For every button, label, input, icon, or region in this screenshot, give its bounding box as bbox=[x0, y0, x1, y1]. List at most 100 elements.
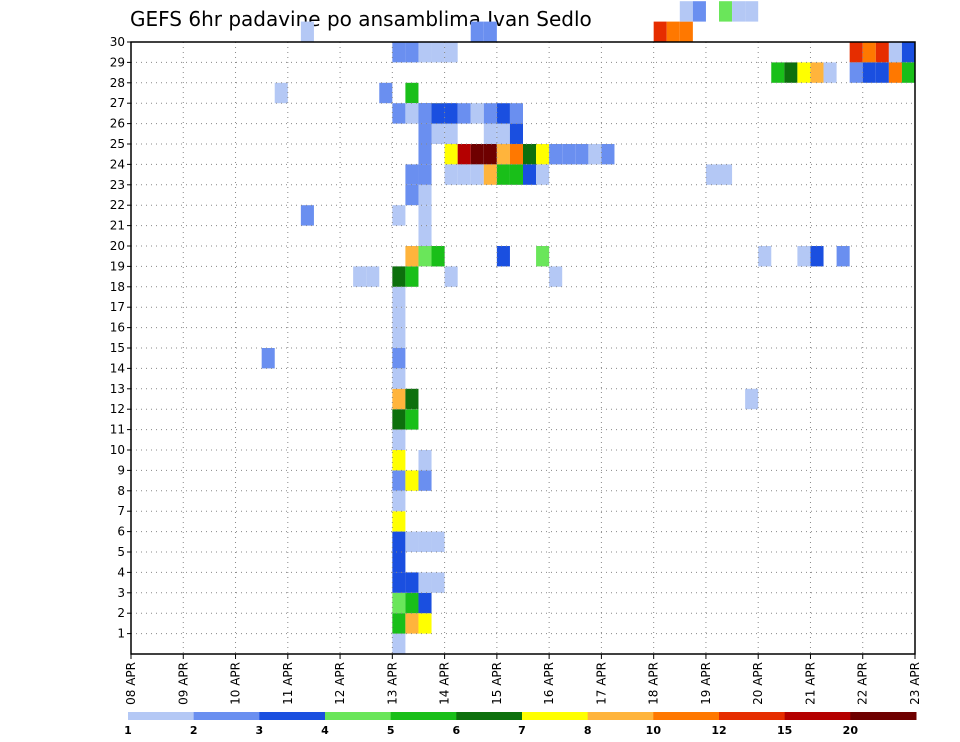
heatmap-cell bbox=[483, 123, 497, 144]
colorbar-label: 8 bbox=[584, 724, 592, 737]
heatmap-cell bbox=[901, 62, 915, 83]
x-tick-label: 13 APR bbox=[385, 662, 399, 705]
y-tick-label: 30 bbox=[110, 35, 125, 49]
y-tick-label: 21 bbox=[110, 219, 125, 233]
heatmap-cell bbox=[823, 62, 837, 83]
heatmap-cell bbox=[418, 144, 432, 165]
heatmap-cell bbox=[418, 123, 432, 144]
heatmap-cell bbox=[392, 42, 406, 63]
y-tick-label: 22 bbox=[110, 198, 125, 212]
heatmap-cell bbox=[797, 246, 811, 267]
x-tick-label: 19 APR bbox=[699, 662, 713, 705]
heatmap-cell bbox=[784, 62, 798, 83]
heatmap-cell bbox=[509, 103, 523, 124]
heatmap-cell bbox=[379, 82, 393, 104]
heatmap-cell bbox=[810, 246, 824, 267]
y-tick-label: 19 bbox=[110, 259, 125, 273]
y-tick-label: 10 bbox=[110, 443, 125, 457]
heatmap-cell bbox=[888, 42, 902, 63]
colorbar-label: 5 bbox=[387, 724, 395, 737]
heatmap-cell bbox=[523, 144, 537, 165]
y-tick-label: 4 bbox=[117, 565, 125, 579]
heatmap-cell bbox=[431, 572, 445, 593]
y-tick-label: 23 bbox=[110, 178, 125, 192]
colorbar-label: 6 bbox=[453, 724, 461, 737]
heatmap-cell bbox=[405, 164, 419, 185]
heatmap-cell bbox=[496, 246, 510, 267]
heatmap-cell bbox=[392, 592, 406, 614]
heatmap-cell bbox=[849, 42, 863, 63]
heatmap-cell bbox=[444, 123, 458, 144]
y-tick-label: 5 bbox=[117, 545, 125, 559]
heatmap-cell bbox=[418, 613, 432, 634]
heatmap-cell bbox=[758, 246, 772, 267]
y-tick-label: 7 bbox=[117, 504, 125, 518]
heatmap-cell bbox=[405, 388, 419, 410]
colorbar-swatch bbox=[390, 712, 457, 720]
heatmap-cell bbox=[418, 164, 432, 185]
x-tick-label: 23 APR bbox=[908, 662, 922, 705]
heatmap-cell bbox=[392, 388, 406, 410]
colorbar-label: 15 bbox=[777, 724, 792, 737]
colorbar-swatch bbox=[325, 712, 392, 720]
heatmap-cell bbox=[392, 307, 406, 328]
y-tick-label: 2 bbox=[117, 606, 125, 620]
heatmap-cell bbox=[549, 266, 563, 287]
heatmap-cell bbox=[418, 572, 432, 593]
heatmap-cell bbox=[300, 205, 314, 226]
heatmap-cell bbox=[457, 103, 471, 124]
heatmap-cell bbox=[862, 42, 876, 63]
heatmap-cell bbox=[705, 164, 719, 185]
heatmap-cell bbox=[745, 388, 759, 410]
heatmap-cell bbox=[392, 572, 406, 593]
heatmap-cell bbox=[405, 42, 419, 63]
y-tick-label: 29 bbox=[110, 55, 125, 69]
colorbar-label: 3 bbox=[256, 724, 264, 737]
heatmap-cell bbox=[392, 429, 406, 450]
heatmap-cell bbox=[483, 164, 497, 185]
heatmap-cell bbox=[300, 21, 314, 42]
y-tick-label: 12 bbox=[110, 402, 125, 416]
heatmap-cell bbox=[392, 450, 406, 471]
heatmap-cell bbox=[575, 144, 589, 165]
heatmap-cell bbox=[496, 144, 510, 165]
gridlines bbox=[131, 41, 916, 654]
heatmap-cell bbox=[392, 490, 406, 512]
heatmap-cell bbox=[470, 21, 484, 42]
colorbar-label: 7 bbox=[518, 724, 526, 737]
y-tick-label: 24 bbox=[110, 157, 125, 171]
heatmap-cell bbox=[457, 144, 471, 165]
heatmap-cell bbox=[392, 205, 406, 226]
chart-title: GEFS 6hr padavine po ansamblima Ivan Sed… bbox=[130, 7, 592, 31]
heatmap-cell bbox=[444, 266, 458, 287]
heatmap-cell bbox=[366, 266, 380, 287]
heatmap-cell bbox=[405, 246, 419, 267]
heatmap-cell bbox=[261, 348, 275, 369]
colorbar-swatch bbox=[193, 712, 260, 720]
heatmap-cell bbox=[418, 470, 432, 491]
heatmap-cell bbox=[444, 42, 458, 63]
colorbar-swatch bbox=[522, 712, 589, 720]
heatmap-cell bbox=[444, 103, 458, 124]
heatmap-cell bbox=[418, 450, 432, 471]
heatmap-cell bbox=[418, 184, 432, 206]
heatmap-cell bbox=[431, 103, 445, 124]
heatmap-cell bbox=[392, 327, 406, 348]
y-tick-label: 18 bbox=[110, 280, 125, 294]
heatmap-cell bbox=[431, 123, 445, 144]
y-tick-label: 15 bbox=[110, 341, 125, 355]
heatmap-cell bbox=[875, 42, 889, 63]
heatmap-cell bbox=[431, 531, 445, 552]
heatmap-cell bbox=[679, 21, 693, 42]
heatmap-cell bbox=[405, 266, 419, 287]
heatmap-cell bbox=[392, 103, 406, 124]
y-tick-label: 28 bbox=[110, 76, 125, 90]
colorbar-label: 4 bbox=[321, 724, 329, 737]
heatmap-cell bbox=[392, 552, 406, 573]
heatmap-cell bbox=[562, 144, 576, 165]
x-tick-label: 14 APR bbox=[438, 662, 452, 705]
heatmap-cell bbox=[392, 409, 406, 430]
y-tick-label: 25 bbox=[110, 137, 125, 151]
x-tick-label: 09 APR bbox=[176, 662, 190, 705]
colorbar-label: 2 bbox=[190, 724, 198, 737]
